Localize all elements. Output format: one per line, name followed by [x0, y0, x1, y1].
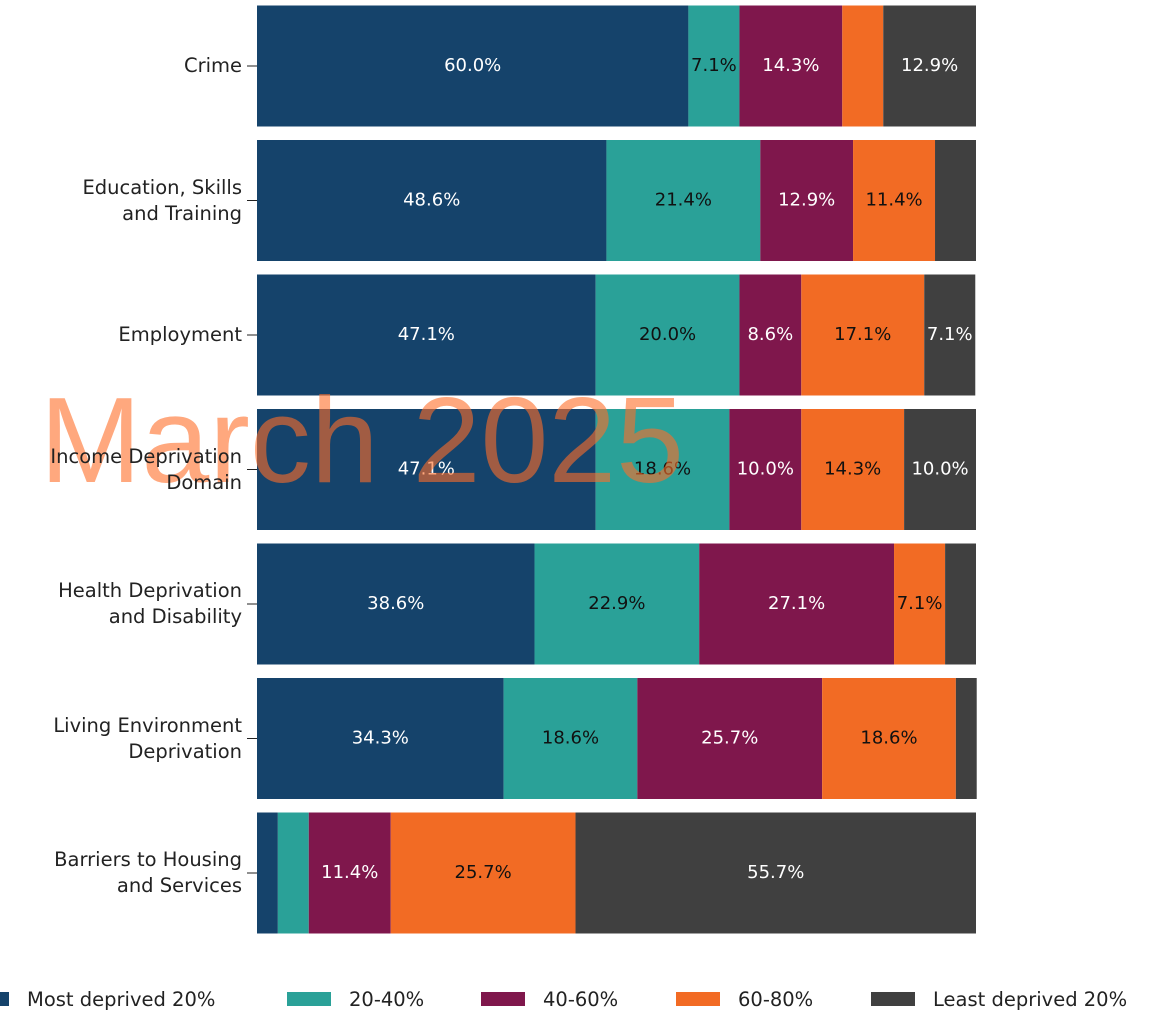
- bar-segment: [801, 274, 925, 396]
- legend-item: Least deprived 20%: [871, 986, 1127, 1012]
- bar-segment: [801, 409, 905, 530]
- bar-segment: [503, 678, 638, 799]
- value-label: 20.0%: [639, 324, 696, 345]
- bar-segment: [606, 140, 761, 261]
- legend-item: Most deprived 20%: [0, 986, 215, 1012]
- value-label: 34.3%: [352, 728, 409, 749]
- legend-label: 20-40%: [349, 987, 425, 1011]
- bar-segment: [595, 409, 730, 530]
- bar-segment: [277, 812, 309, 934]
- bar-segment: [257, 409, 596, 530]
- legend-label: 60-80%: [738, 987, 814, 1011]
- legend-swatch: [287, 992, 331, 1006]
- bar-segment: [257, 812, 278, 934]
- value-label: 55.7%: [747, 862, 804, 883]
- legend-swatch: [676, 992, 720, 1006]
- y-tick-label: Health Deprivation and Disability: [58, 579, 242, 628]
- bar-segment: [257, 274, 596, 396]
- value-label: 8.6%: [747, 324, 793, 345]
- value-label: 25.7%: [701, 728, 758, 749]
- bar-segment: [308, 812, 391, 934]
- y-tick-label: Income Deprivation Domain: [50, 444, 242, 494]
- value-label: 47.1%: [398, 324, 455, 345]
- bar-segment: [739, 274, 802, 396]
- bar-segment: [924, 274, 976, 396]
- value-label: 11.4%: [321, 862, 378, 883]
- bar-segment: [595, 274, 740, 396]
- bar-segment: [534, 543, 700, 665]
- y-tick-label: Crime: [183, 54, 242, 77]
- value-label: 17.1%: [834, 324, 891, 345]
- value-label: 18.6%: [542, 728, 599, 749]
- legend-item: 40-60%: [481, 986, 618, 1012]
- value-label: 7.1%: [691, 55, 737, 76]
- legend-label: Most deprived 20%: [27, 987, 216, 1011]
- y-tick-label: Living Environment Deprivation: [53, 713, 242, 763]
- bar-segment: [575, 812, 976, 934]
- bar-segment: [760, 140, 854, 261]
- value-label: 22.9%: [588, 593, 645, 614]
- y-tick-label: Employment: [118, 323, 242, 346]
- legend-item: 60-80%: [676, 986, 813, 1012]
- bar-segment: [257, 140, 607, 261]
- value-label: 48.6%: [403, 190, 460, 211]
- value-label: 12.9%: [901, 55, 958, 76]
- bar-segment: [822, 678, 956, 799]
- bar-segment: [945, 543, 976, 665]
- value-label: 7.1%: [897, 593, 943, 614]
- value-label: 12.9%: [778, 190, 835, 211]
- legend-label: 40-60%: [543, 987, 619, 1011]
- value-label: 14.3%: [824, 459, 881, 480]
- value-label: 47.1%: [398, 459, 455, 480]
- bar-segment: [842, 5, 884, 127]
- bar-segment: [699, 543, 895, 665]
- legend-swatch: [871, 992, 915, 1006]
- bar-segment: [904, 409, 976, 530]
- legend-swatch: [481, 992, 525, 1006]
- value-label: 60.0%: [444, 55, 501, 76]
- bar-segment: [257, 678, 504, 799]
- bar-segment: [739, 5, 843, 127]
- bar-segment: [729, 409, 802, 530]
- bar-segment: [883, 5, 976, 127]
- bar-segment: [935, 140, 976, 261]
- bar-segment: [637, 678, 823, 799]
- legend-swatch: [0, 992, 9, 1006]
- y-tick-label: Education, Skills and Training: [82, 175, 242, 225]
- value-label: 25.7%: [455, 862, 512, 883]
- bar-segment: [688, 5, 740, 127]
- value-label: 10.0%: [911, 459, 968, 480]
- legend-item: 20-40%: [287, 986, 424, 1012]
- value-label: 11.4%: [865, 190, 922, 211]
- value-label: 18.6%: [860, 728, 917, 749]
- value-label: 21.4%: [655, 190, 712, 211]
- bar-segment: [257, 543, 535, 665]
- legend-label: Least deprived 20%: [933, 987, 1128, 1011]
- bar-segment: [894, 543, 946, 665]
- value-label: 10.0%: [737, 459, 794, 480]
- value-label: 27.1%: [768, 593, 825, 614]
- value-label: 7.1%: [927, 324, 973, 345]
- bar-segment: [257, 5, 689, 127]
- bar-segment: [955, 678, 977, 799]
- value-label: 14.3%: [762, 55, 819, 76]
- watermark: 7 March 2025: [0, 372, 684, 508]
- value-label: 18.6%: [634, 459, 691, 480]
- y-tick-label: Barriers to Housing and Services: [54, 848, 242, 897]
- value-label: 38.6%: [367, 593, 424, 614]
- bar-segment: [853, 140, 936, 261]
- bar-segment: [390, 812, 576, 934]
